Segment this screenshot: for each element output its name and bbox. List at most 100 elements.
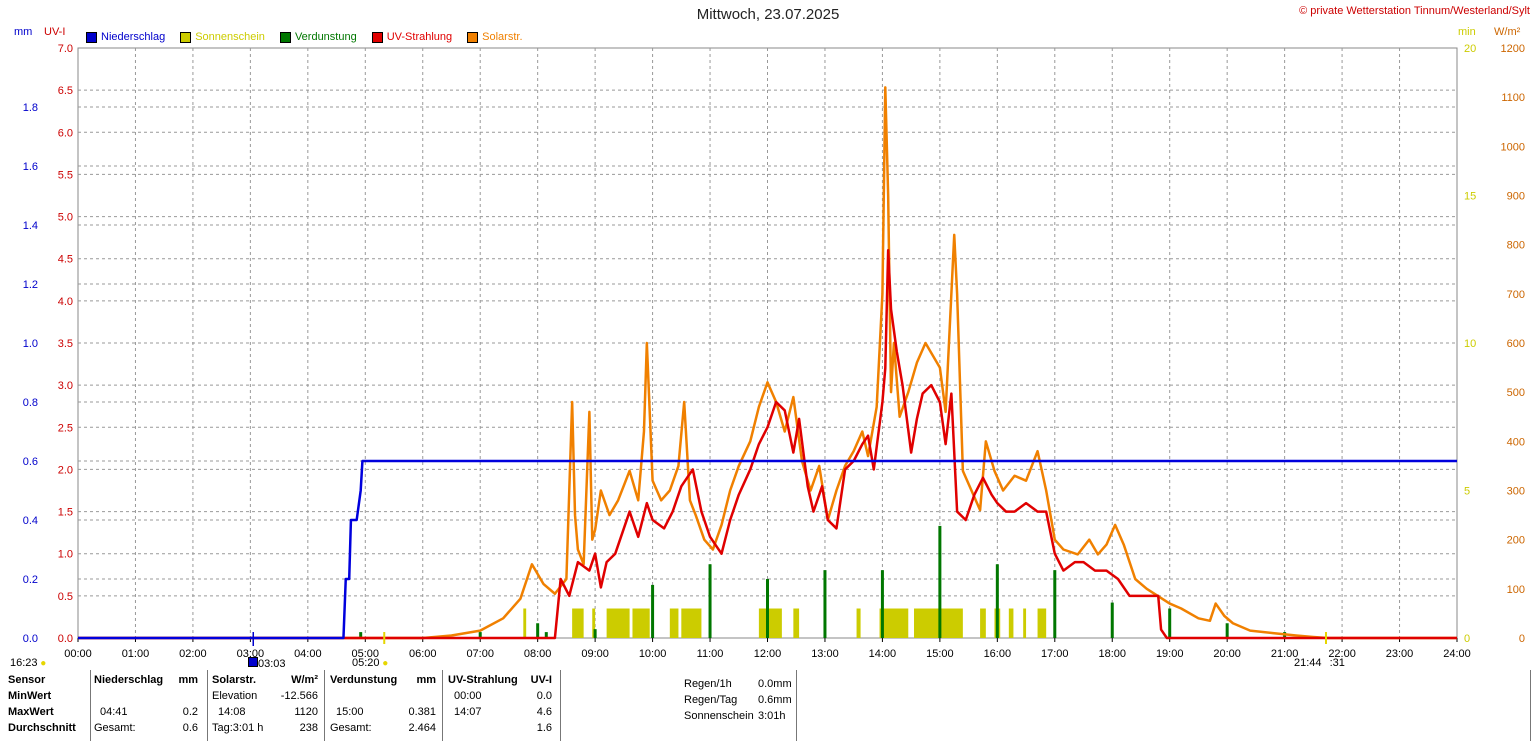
stats-cell xyxy=(398,688,436,704)
stats-table: Sensor MinWert MaxWert Durchschnitt Nied… xyxy=(0,672,1536,741)
y-tick-label-uv: 7.0 xyxy=(58,43,73,55)
stats-uv-min-val: 0.0 xyxy=(536,690,552,702)
y-tick-label-uv: 4.0 xyxy=(58,296,73,308)
separator xyxy=(90,670,91,741)
evaporation-bar xyxy=(651,584,655,638)
y-tick-label-mm: 0.6 xyxy=(23,456,38,468)
x-tick-label: 24:00 xyxy=(1443,648,1471,660)
stats-header-solar: Solarstr. xyxy=(212,674,257,686)
axis-unit-mm: mm xyxy=(14,26,33,38)
stats-cell xyxy=(94,688,150,704)
x-tick-label: 15:00 xyxy=(926,648,954,660)
x-tick-label: 12:00 xyxy=(754,648,782,660)
evaporation-bar xyxy=(1110,602,1114,638)
y-tick-label-wm2: 500 xyxy=(1507,387,1525,399)
stats-label-min: MinWert xyxy=(8,690,52,702)
stats-label-max: MaxWert xyxy=(8,706,54,718)
legend-item-uv[interactable]: UV-Strahlung xyxy=(371,31,453,43)
stats-row-labels: Sensor MinWert MaxWert Durchschnitt xyxy=(8,672,88,736)
stats-uv-col: UV-Strahlung 00:00 14:07 xyxy=(448,672,526,736)
separator xyxy=(560,670,561,741)
y-tick-label-min: 0 xyxy=(1464,633,1470,645)
evaporation-bar xyxy=(544,632,548,638)
y-tick-label-wm2: 1200 xyxy=(1501,43,1525,55)
legend-label: Sonnenschein xyxy=(195,31,265,43)
stats-verdunstung-avg-label: Gesamt: xyxy=(330,722,372,734)
legend-label: Niederschlag xyxy=(101,31,166,43)
uv-radiation-line xyxy=(78,249,1457,640)
sunset-marker: 21:44 :31 xyxy=(1294,657,1345,669)
solar-radiation-line xyxy=(78,86,1457,640)
legend-item-solar[interactable]: Solarstr. xyxy=(467,31,523,43)
sunshine-bar xyxy=(592,608,596,638)
evaporation-bar xyxy=(1225,623,1229,638)
evaporation-bar xyxy=(1168,608,1172,638)
evaporation-bar xyxy=(995,564,999,638)
x-tick-label: 20:00 xyxy=(1213,648,1241,660)
y-tick-label-mm: 0.8 xyxy=(23,397,38,409)
moon-marker: 03:03 xyxy=(248,657,286,670)
stats-solar-max-val: 1120 xyxy=(294,706,318,718)
summary-label: Sonnenschein xyxy=(684,710,754,722)
y-tick-label-wm2: 200 xyxy=(1507,535,1525,547)
weather-chart: 00:00 01:00 02:00 03:00 04:00 05:00 06:00 07:00… xyxy=(23,43,1525,660)
sunshine-bar xyxy=(856,608,861,638)
evaporation-bar xyxy=(708,564,712,638)
x-tick-label: 02:00 xyxy=(179,648,207,660)
stats-verdunstung-avg-val: 2.464 xyxy=(408,722,436,734)
y-tick-label-mm: 1.2 xyxy=(23,279,38,291)
legend-item-verdunstung[interactable]: Verdunstung xyxy=(279,31,357,43)
sunset-time: 21:44 xyxy=(1294,657,1322,669)
sunrise-prev-marker: 16:23 ● xyxy=(10,657,46,669)
axis-unit-uv: UV-I xyxy=(44,26,66,38)
sunshine-bar xyxy=(980,608,986,638)
stats-header-uvi: UV-I xyxy=(530,674,552,686)
x-tick-label: 05:00 xyxy=(352,648,380,660)
stats-header-uv: UV-Strahlung xyxy=(448,674,518,686)
stats-summary-values: 0.0mm 0.6mm 3:01h xyxy=(758,676,794,724)
legend-item-sonnenschein[interactable]: Sonnenschein xyxy=(180,31,265,43)
precipitation-line xyxy=(78,459,1457,640)
sunshine-bar xyxy=(632,608,650,638)
axis-unit-min: min xyxy=(1458,26,1476,38)
y-tick-label-uv: 1.0 xyxy=(58,549,73,561)
summary-value: 3:01h xyxy=(758,710,786,722)
sun-icon: ● xyxy=(379,658,389,669)
y-tick-label-wm2: 300 xyxy=(1507,486,1525,498)
y-tick-label-uv: 4.5 xyxy=(58,254,73,266)
stats-niederschlag-max-val: 0.2 xyxy=(182,706,198,718)
stats-uv-max-val: 4.6 xyxy=(536,706,552,718)
evaporation-bar xyxy=(593,629,597,638)
stats-verdunstung-values: mm 0.381 2.464 xyxy=(398,672,436,736)
x-tick-label: 17:00 xyxy=(1041,648,1069,660)
moon-icon xyxy=(248,657,258,667)
y-tick-label-wm2: 400 xyxy=(1507,436,1525,448)
legend-label: UV-Strahlung xyxy=(386,31,453,43)
summary-label: Regen/Tag xyxy=(684,694,738,706)
stats-solar-col: Solarstr. Elevation 14:08 Tag:3:01 h xyxy=(212,672,274,736)
y-tick-label-wm2: 900 xyxy=(1507,191,1525,203)
stats-solar-avg-label: Tag:3:01 h xyxy=(212,722,264,734)
x-tick-label: 19:00 xyxy=(1156,648,1184,660)
moon-time: 03:03 xyxy=(258,658,286,670)
x-tick-label: 11:00 xyxy=(697,648,724,660)
legend-item-niederschlag[interactable]: Niederschlag xyxy=(86,31,165,43)
evaporation-bar xyxy=(478,632,482,638)
sunrise-marker: 05:20 ● xyxy=(352,657,388,669)
sunshine-bar xyxy=(572,608,584,638)
legend-swatch xyxy=(180,31,192,43)
legend-swatch xyxy=(467,31,479,43)
stats-solar-elev-label: Elevation xyxy=(212,690,258,702)
stats-header-wm2: W/m² xyxy=(291,674,318,686)
y-tick-label-wm2: 700 xyxy=(1507,289,1525,301)
stats-solar-max-time: 14:08 xyxy=(218,706,246,718)
y-tick-label-wm2: 800 xyxy=(1507,240,1525,252)
x-tick-label: 16:00 xyxy=(984,648,1012,660)
y-tick-label-wm2: 100 xyxy=(1507,584,1525,596)
x-tick-label: 04:00 xyxy=(294,648,322,660)
chart-title: Mittwoch, 23.07.2025 xyxy=(696,6,840,23)
evaporation-bar xyxy=(536,623,540,638)
stats-uv-values: UV-I 0.0 4.6 1.6 xyxy=(518,672,552,736)
stats-verdunstung-max-time: 15:00 xyxy=(336,706,364,718)
stats-verdunstung-max-val: 0.381 xyxy=(408,706,436,718)
